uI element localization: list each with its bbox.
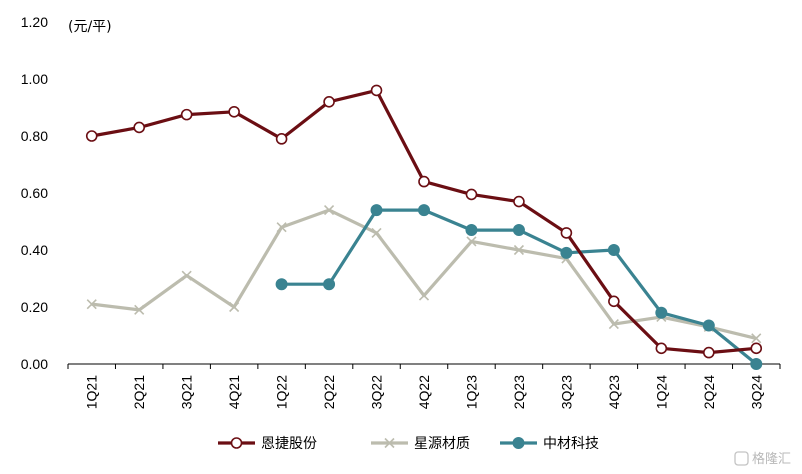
y-tick-label: 0.80	[21, 128, 48, 144]
series-2	[86, 205, 762, 344]
x-tick-label: 1Q22	[274, 375, 290, 409]
x-tick-label: 1Q23	[463, 375, 479, 409]
series-line	[91, 208, 757, 340]
x-tick-label: 3Q21	[179, 375, 195, 409]
x-tick-label: 1Q21	[84, 375, 100, 409]
legend-label: 星源材质	[414, 436, 470, 452]
data-point	[323, 96, 335, 108]
x-tick-label: 2Q24	[701, 375, 717, 409]
data-point	[560, 227, 573, 239]
data-point	[702, 346, 715, 359]
watermark-logo-icon	[734, 451, 749, 466]
data-point	[228, 105, 240, 118]
data-point	[418, 175, 430, 188]
data-point	[750, 358, 763, 370]
data-point	[608, 319, 619, 330]
data-point	[465, 224, 478, 237]
data-point	[230, 437, 243, 449]
legend-item-3: 中材科技	[500, 436, 599, 452]
data-point	[702, 319, 715, 332]
data-point	[418, 204, 430, 217]
series-3	[275, 204, 763, 370]
data-point	[370, 84, 383, 97]
legend-label: 中材科技	[543, 436, 599, 452]
data-point	[607, 244, 620, 256]
data-point	[229, 301, 240, 313]
series-lines	[85, 84, 763, 370]
x-tick-label: 2Q23	[511, 375, 527, 409]
data-point	[608, 295, 620, 308]
x-tick-labels: 1Q21 2Q21 3Q21 4Q21 1Q22 2Q22 3Q22 4Q22 1Q23 2Q23…	[84, 375, 765, 409]
series-1	[85, 84, 763, 359]
x-tick-label: 4Q21	[226, 375, 242, 409]
unit-label: (元/平)	[68, 19, 112, 35]
data-point	[751, 333, 762, 344]
data-point	[465, 188, 478, 201]
data-point	[133, 121, 145, 134]
data-point	[655, 306, 668, 319]
axes	[67, 363, 781, 369]
data-point	[512, 224, 525, 237]
legend: 恩捷股份 星源材质 中材科技	[218, 436, 599, 452]
x-tick-label: 3Q24	[748, 375, 764, 409]
data-point	[466, 236, 477, 247]
data-point	[750, 342, 763, 355]
data-point	[181, 270, 192, 281]
legend-item-1: 恩捷股份	[218, 436, 317, 452]
data-point	[370, 204, 383, 217]
x-tick-label: 2Q21	[131, 375, 147, 409]
data-point	[276, 222, 287, 233]
data-point	[134, 304, 145, 315]
y-tick-labels: 0.00 0.20 0.40 0.60 0.80 1.00 1.20	[21, 14, 48, 372]
data-point	[655, 342, 668, 355]
data-point	[275, 278, 288, 291]
watermark: 格隆汇	[734, 451, 791, 467]
legend-label: 恩捷股份	[261, 436, 317, 452]
data-point	[85, 130, 98, 142]
data-point	[275, 133, 288, 145]
data-point	[86, 299, 97, 310]
data-point	[384, 437, 395, 449]
x-tick-label: 4Q22	[416, 375, 432, 409]
y-tick-label: 0.20	[21, 299, 48, 315]
data-point	[323, 278, 336, 291]
x-tick-label: 3Q22	[369, 375, 385, 409]
watermark-text: 格隆汇	[752, 451, 791, 467]
data-point	[324, 205, 335, 216]
x-tick-label: 1Q24	[653, 375, 669, 409]
data-point	[418, 290, 430, 301]
y-tick-label: 0.40	[21, 242, 48, 258]
data-point	[513, 244, 524, 256]
y-tick-label: 1.20	[21, 14, 48, 30]
data-point	[180, 108, 193, 121]
x-tick-label: 4Q23	[606, 375, 622, 409]
y-tick-label: 1.00	[21, 71, 48, 87]
data-point	[512, 437, 525, 449]
y-tick-label: 0.60	[21, 185, 48, 201]
y-tick-label: 0.00	[21, 356, 48, 372]
data-point	[560, 246, 573, 259]
data-point	[371, 227, 382, 238]
legend-item-2: 星源材质	[371, 436, 470, 452]
data-point	[513, 195, 525, 208]
x-tick-label: 3Q23	[558, 375, 574, 409]
x-tick-label: 2Q22	[321, 375, 337, 409]
